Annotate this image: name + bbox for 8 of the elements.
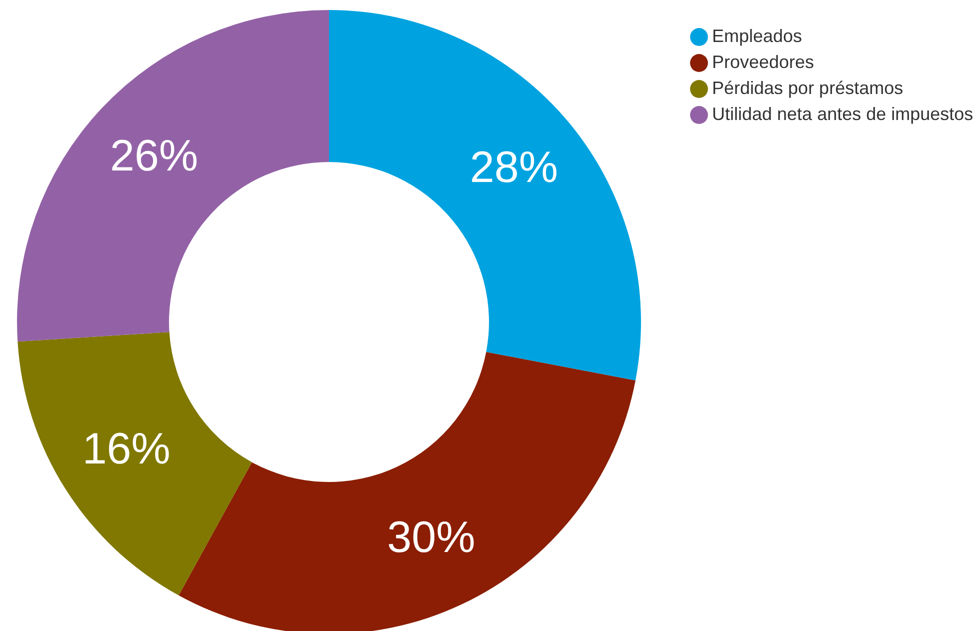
data-label: 28% [470,143,558,192]
data-label: 16% [82,424,170,474]
data-label: 26% [110,132,198,181]
data-label: 30% [387,513,476,562]
legend-label: Pérdidas por préstamos [712,78,904,98]
legend-label: Proveedores [712,52,814,72]
legend-label: Empleados [712,26,802,46]
legend-label: Utilidad neta antes de impuestos [712,104,974,124]
